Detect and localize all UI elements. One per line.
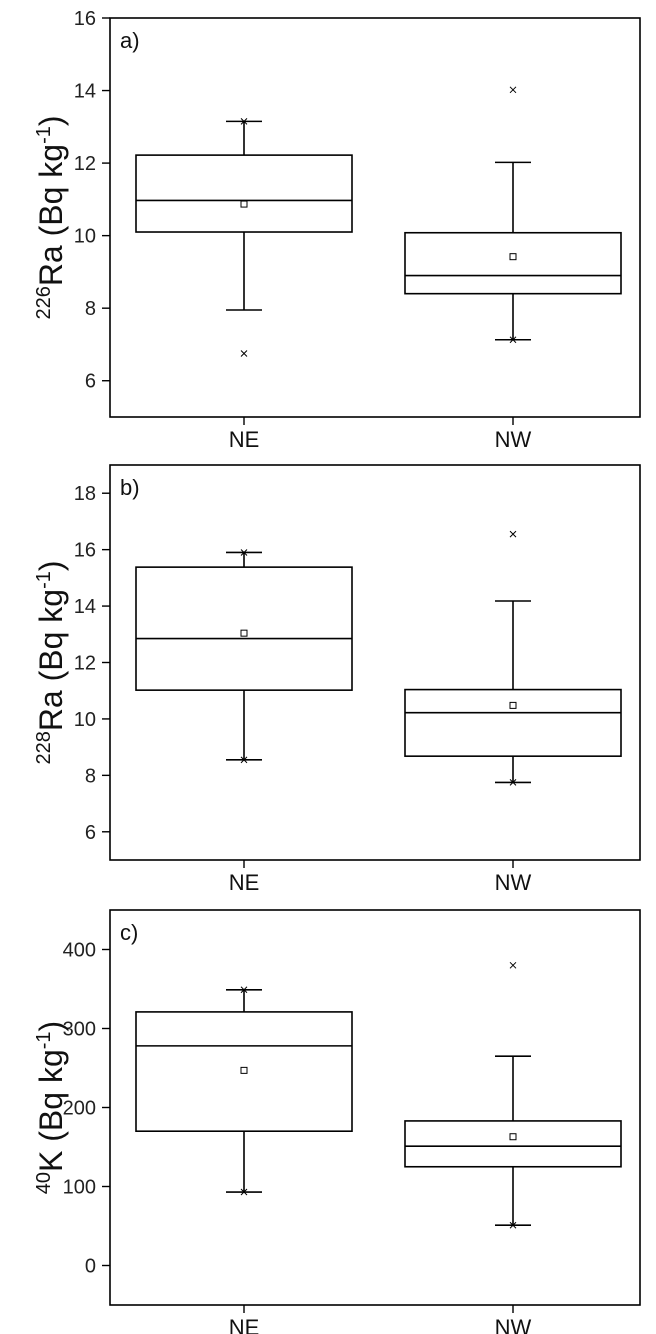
y-tick-label: 100 bbox=[63, 1177, 96, 1199]
mean-marker bbox=[509, 253, 517, 261]
iqr-box bbox=[135, 566, 353, 691]
extreme-marker bbox=[509, 779, 517, 786]
mean-marker bbox=[240, 629, 248, 637]
box-ne bbox=[135, 549, 353, 764]
box-ne bbox=[135, 118, 353, 357]
panel-label: a) bbox=[120, 28, 140, 53]
extreme-marker bbox=[240, 350, 248, 357]
extreme-marker bbox=[509, 1221, 517, 1229]
y-tick-label: 12 bbox=[74, 153, 96, 175]
y-tick-label: 8 bbox=[85, 298, 96, 320]
extreme-marker bbox=[509, 336, 517, 344]
y-tick-label: 6 bbox=[85, 822, 96, 844]
y-tick-label: 18 bbox=[74, 483, 96, 505]
panel-a: 6 8 10 12 14 16 NE NW a) 226Ra (Bq kg-1) bbox=[33, 8, 641, 452]
y-tick-label: 8 bbox=[85, 765, 96, 787]
y-tick-label: 300 bbox=[63, 1019, 96, 1041]
y-axis-title: 228Ra (Bq kg-1) bbox=[33, 560, 69, 764]
y-tick-label: 10 bbox=[74, 226, 96, 248]
box-ne bbox=[135, 986, 353, 1196]
iqr-box bbox=[135, 154, 353, 233]
box-nw bbox=[404, 86, 622, 344]
y-tick-label: 12 bbox=[74, 653, 96, 675]
y-tick-label: 10 bbox=[74, 709, 96, 731]
y-tick-label: 200 bbox=[63, 1098, 96, 1120]
plot-frame bbox=[109, 17, 641, 418]
box-nw bbox=[404, 530, 622, 786]
mean-marker bbox=[509, 701, 517, 709]
mean-marker bbox=[240, 200, 248, 208]
y-tick-label: 16 bbox=[74, 8, 96, 30]
extreme-marker bbox=[240, 1188, 248, 1196]
extreme-marker bbox=[240, 986, 248, 994]
y-tick-label: 0 bbox=[85, 1256, 96, 1278]
mean-marker bbox=[509, 1133, 517, 1141]
x-tick-label: NE bbox=[229, 1315, 260, 1334]
mean-marker bbox=[240, 1066, 248, 1074]
panel-label: c) bbox=[120, 920, 138, 945]
extreme-marker bbox=[509, 530, 517, 538]
extreme-marker bbox=[509, 86, 517, 94]
panel-b: 6 8 10 12 14 16 18 NE NW b) 228Ra (Bq kg-1) bbox=[33, 464, 641, 895]
panel-label: b) bbox=[120, 475, 140, 500]
extreme-marker bbox=[240, 118, 248, 125]
x-tick-label: NW bbox=[495, 1315, 532, 1334]
y-axis-title: 40K (Bq kg-1) bbox=[33, 1021, 69, 1194]
extreme-marker bbox=[509, 961, 517, 969]
y-tick-label: 400 bbox=[63, 940, 96, 962]
box-nw bbox=[404, 961, 622, 1229]
panel-c: 0 100 200 300 400 NE NW c) 40K (Bq kg-1) bbox=[33, 909, 641, 1334]
x-tick-label: NE bbox=[229, 870, 260, 895]
iqr-box bbox=[404, 231, 622, 295]
y-tick-label: 6 bbox=[85, 371, 96, 393]
y-tick-label: 14 bbox=[74, 81, 96, 103]
y-axis-title: 226Ra (Bq kg-1) bbox=[33, 115, 69, 319]
iqr-box bbox=[404, 1120, 622, 1168]
x-tick-label: NW bbox=[495, 427, 532, 452]
y-tick-label: 16 bbox=[74, 540, 96, 562]
y-tick-label: 14 bbox=[74, 596, 96, 618]
iqr-box bbox=[404, 688, 622, 757]
x-tick-label: NW bbox=[495, 870, 532, 895]
extreme-marker bbox=[240, 549, 248, 556]
extreme-marker bbox=[240, 756, 248, 764]
x-tick-label: NE bbox=[229, 427, 260, 452]
